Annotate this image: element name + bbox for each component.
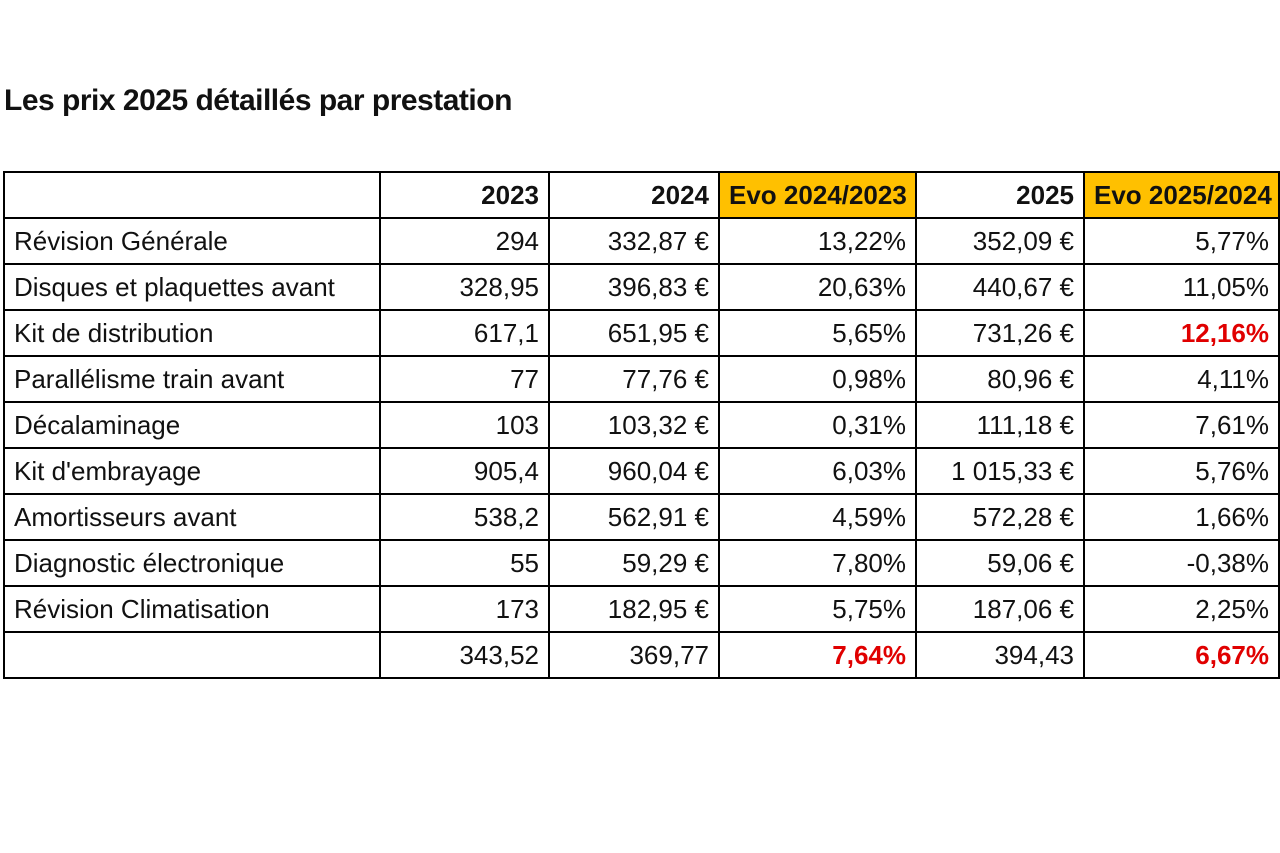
cell-evo-2024-2023: 20,63% [718,263,917,311]
total-row: 343,52 369,77 7,64% 394,43 6,67% [3,631,1280,679]
cell-2024: 396,83 € [548,263,720,311]
cell-evo-2024-2023: 0,31% [718,401,917,449]
total-evo-2025-2024-highlight: 6,67% [1083,631,1280,679]
cell-2023: 294 [379,217,550,265]
cell-evo-2024-2023: 13,22% [718,217,917,265]
header-2025: 2025 [915,171,1085,219]
row-label: Décalaminage [3,401,381,449]
cell-2023: 55 [379,539,550,587]
total-label [3,631,381,679]
table-row: Disques et plaquettes avant 328,95 396,8… [3,263,1280,311]
cell-2025: 572,28 € [915,493,1085,541]
cell-2024: 59,29 € [548,539,720,587]
cell-2024: 651,95 € [548,309,720,357]
cell-2025: 1 015,33 € [915,447,1085,495]
cell-2025: 352,09 € [915,217,1085,265]
cell-evo-2024-2023: 6,03% [718,447,917,495]
table-row: Révision Climatisation 173 182,95 € 5,75… [3,585,1280,633]
table-row: Diagnostic électronique 55 59,29 € 7,80%… [3,539,1280,587]
row-label: Révision Générale [3,217,381,265]
row-label: Kit de distribution [3,309,381,357]
cell-2025: 80,96 € [915,355,1085,403]
total-evo-2024-2023-highlight: 7,64% [718,631,917,679]
header-label-cell [3,171,381,219]
price-table: 2023 2024 Evo 2024/2023 2025 Evo 2025/20… [3,171,1280,679]
row-label: Amortisseurs avant [3,493,381,541]
header-2024: 2024 [548,171,720,219]
header-row: 2023 2024 Evo 2024/2023 2025 Evo 2025/20… [3,171,1280,219]
table-row: Révision Générale 294 332,87 € 13,22% 35… [3,217,1280,265]
row-label: Kit d'embrayage [3,447,381,495]
header-2023: 2023 [379,171,550,219]
cell-2025: 731,26 € [915,309,1085,357]
cell-evo-2024-2023: 0,98% [718,355,917,403]
cell-2023: 103 [379,401,550,449]
cell-evo-2025-2024: 1,66% [1083,493,1280,541]
table-row: Amortisseurs avant 538,2 562,91 € 4,59% … [3,493,1280,541]
header-evo-2024-2023: Evo 2024/2023 [718,171,917,219]
row-label: Diagnostic électronique [3,539,381,587]
cell-evo-2024-2023: 4,59% [718,493,917,541]
cell-2025: 187,06 € [915,585,1085,633]
cell-2023: 538,2 [379,493,550,541]
cell-evo-2025-2024: 5,76% [1083,447,1280,495]
total-2024: 369,77 [548,631,720,679]
cell-2025: 59,06 € [915,539,1085,587]
cell-evo-2025-2024: 11,05% [1083,263,1280,311]
cell-2024: 332,87 € [548,217,720,265]
page-title: Les prix 2025 détaillés par prestation [4,84,512,117]
table-row: Parallélisme train avant 77 77,76 € 0,98… [3,355,1280,403]
cell-evo-2024-2023: 5,65% [718,309,917,357]
cell-2024: 960,04 € [548,447,720,495]
cell-evo-2025-2024: 4,11% [1083,355,1280,403]
cell-2023: 905,4 [379,447,550,495]
cell-2023: 617,1 [379,309,550,357]
cell-evo-2025-2024-highlight: 12,16% [1083,309,1280,357]
cell-2024: 77,76 € [548,355,720,403]
total-2025: 394,43 [915,631,1085,679]
cell-evo-2024-2023: 5,75% [718,585,917,633]
cell-2023: 173 [379,585,550,633]
cell-evo-2025-2024: 5,77% [1083,217,1280,265]
cell-2023: 77 [379,355,550,403]
total-2023: 343,52 [379,631,550,679]
cell-2025: 440,67 € [915,263,1085,311]
table-row: Kit d'embrayage 905,4 960,04 € 6,03% 1 0… [3,447,1280,495]
row-label: Disques et plaquettes avant [3,263,381,311]
cell-evo-2025-2024: -0,38% [1083,539,1280,587]
table-row: Décalaminage 103 103,32 € 0,31% 111,18 €… [3,401,1280,449]
cell-2024: 103,32 € [548,401,720,449]
cell-2025: 111,18 € [915,401,1085,449]
row-label: Révision Climatisation [3,585,381,633]
cell-evo-2025-2024: 7,61% [1083,401,1280,449]
cell-2023: 328,95 [379,263,550,311]
row-label: Parallélisme train avant [3,355,381,403]
cell-2024: 562,91 € [548,493,720,541]
cell-evo-2024-2023: 7,80% [718,539,917,587]
table-row: Kit de distribution 617,1 651,95 € 5,65%… [3,309,1280,357]
header-evo-2025-2024: Evo 2025/2024 [1083,171,1280,219]
cell-evo-2025-2024: 2,25% [1083,585,1280,633]
cell-2024: 182,95 € [548,585,720,633]
